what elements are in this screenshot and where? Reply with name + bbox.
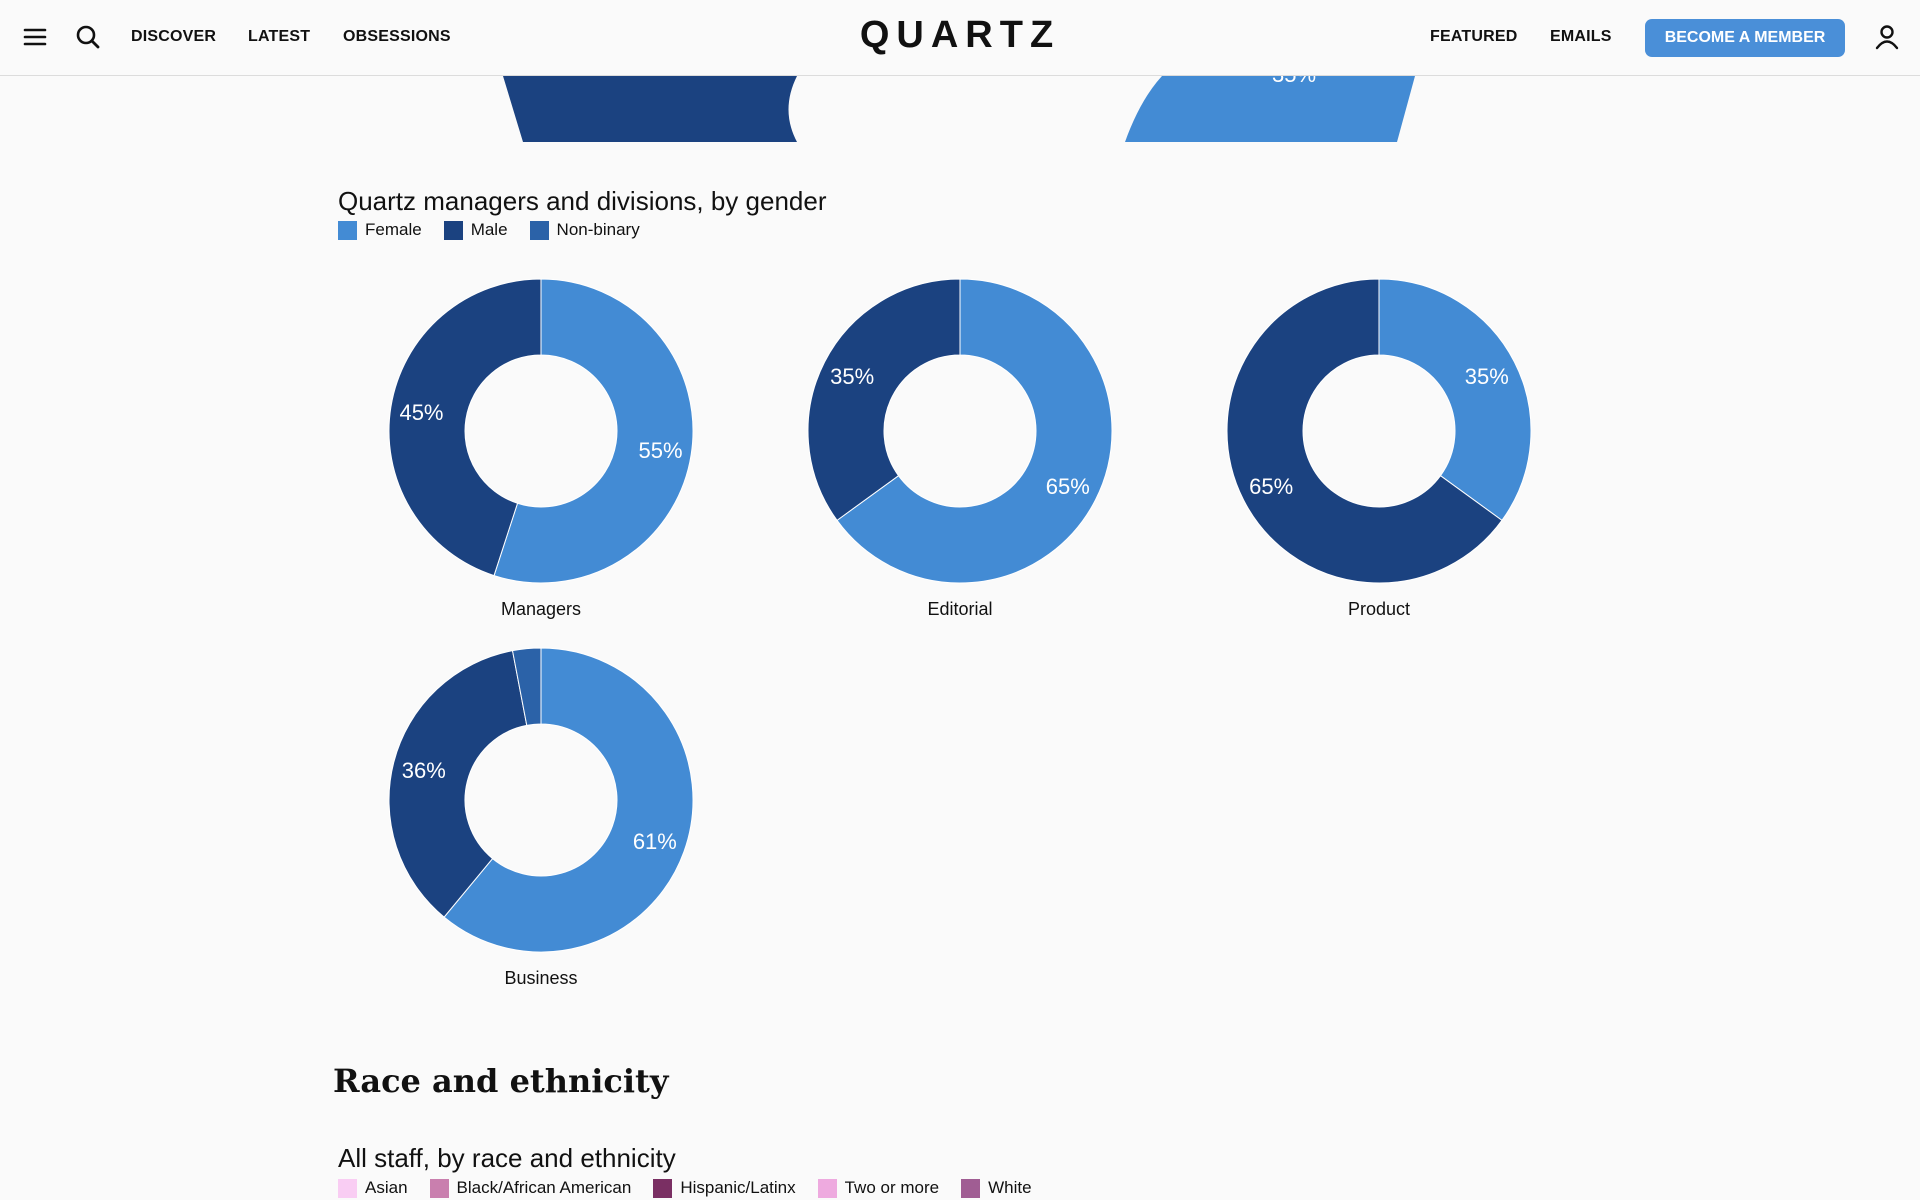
slice-managers-female[interactable]	[493, 278, 694, 584]
legend-item-two-or-more: Two or more	[817, 1178, 940, 1198]
legend-swatch-asian	[338, 1178, 357, 1198]
legend-swatch-hispanic-latinx	[653, 1178, 673, 1198]
slice-editorial-female[interactable]	[836, 278, 1113, 584]
menu-icon[interactable]	[20, 22, 50, 52]
nav-link-featured[interactable]: FEATURED	[1430, 28, 1518, 45]
slice-product-male[interactable]	[1226, 278, 1503, 584]
legend-label-black-african-american: Black/African American	[456, 1178, 632, 1197]
prev-chart-female-slice	[1125, 76, 1415, 142]
nav-link-obsessions[interactable]: OBSESSIONS	[343, 28, 451, 45]
legend-swatch-white	[961, 1178, 981, 1198]
legend-item-hispanic-latinx: Hispanic/Latinx	[653, 1178, 796, 1198]
race-ethnicity-heading: Race and ethnicity	[333, 1062, 669, 1100]
slice-product-female[interactable]	[1378, 278, 1532, 522]
search-icon[interactable]	[73, 22, 103, 52]
legend-item-asian: Asian	[338, 1178, 408, 1198]
legend-item-male: Male	[443, 220, 508, 240]
donut-product: 35% 65% Product	[1226, 278, 1532, 619]
slice-editorial-male[interactable]	[807, 278, 961, 522]
legend-label-white: White	[988, 1178, 1032, 1197]
top-navigation-bar: DISCOVER LATEST OBSESSIONS QUARTZ FEATUR…	[0, 0, 1920, 76]
slice-label-managers-female: 55%	[638, 438, 682, 463]
legend-swatch-black-african-american	[429, 1178, 449, 1198]
legend-label-asian: Asian	[365, 1178, 408, 1197]
legend-swatch-male	[443, 220, 463, 240]
prev-chart-partial-label: 35%	[1272, 76, 1316, 87]
donut-editorial: 65% 35% Editorial	[807, 278, 1113, 619]
previous-chart-partial: 35%	[503, 76, 1415, 142]
donut-label-product: Product	[1348, 599, 1410, 619]
legend-label-male: Male	[470, 220, 508, 239]
slice-label-editorial-male: 35%	[830, 364, 874, 389]
legend-swatch-two-or-more	[817, 1178, 837, 1198]
become-member-button[interactable]: BECOME A MEMBER	[1645, 19, 1845, 57]
legend-label-non-binary: Non-binary	[556, 220, 640, 239]
legend-label-two-or-more: Two or more	[844, 1178, 940, 1197]
slice-label-product-male: 65%	[1249, 474, 1293, 499]
slice-business-male[interactable]	[388, 650, 528, 918]
gender-chart-title: Quartz managers and divisions, by gender	[338, 186, 827, 216]
slice-business-non-binary[interactable]	[511, 647, 542, 726]
legend-label-hispanic-latinx: Hispanic/Latinx	[680, 1178, 796, 1197]
race-chart-legend: Asian Black/African American Hispanic/Lati…	[338, 1178, 1054, 1198]
donut-business: 61% 36% Business	[388, 647, 694, 988]
slice-label-editorial-female: 65%	[1046, 474, 1090, 499]
donut-label-managers: Managers	[501, 599, 581, 619]
slice-business-female[interactable]	[443, 647, 694, 953]
race-chart-title: All staff, by race and ethnicity	[338, 1143, 676, 1173]
donut-managers: 55% 45% Managers	[388, 278, 694, 619]
quartz-logo[interactable]: QUARTZ	[859, 14, 1061, 56]
legend-item-non-binary: Non-binary	[529, 220, 640, 240]
donut-label-editorial: Editorial	[927, 599, 992, 619]
user-icon[interactable]	[1872, 22, 1902, 52]
slice-label-product-female: 35%	[1465, 364, 1509, 389]
nav-link-emails[interactable]: EMAILS	[1550, 28, 1612, 45]
slice-label-managers-male: 45%	[399, 400, 443, 425]
slice-managers-male[interactable]	[388, 278, 542, 577]
gender-chart-legend: Female Male Non-binary	[338, 220, 662, 240]
legend-item-white: White	[961, 1178, 1032, 1198]
legend-label-female: Female	[365, 220, 422, 239]
legend-swatch-female	[338, 220, 357, 240]
legend-item-female: Female	[338, 220, 422, 240]
donut-label-business: Business	[504, 968, 577, 988]
slice-label-business-male: 36%	[402, 758, 446, 783]
legend-item-black-african-american: Black/African American	[429, 1178, 632, 1198]
prev-chart-male-slice	[503, 76, 797, 142]
slice-label-business-female: 61%	[633, 829, 677, 854]
nav-link-latest[interactable]: LATEST	[248, 28, 311, 45]
nav-link-discover[interactable]: DISCOVER	[131, 28, 217, 45]
legend-swatch-non-binary	[529, 220, 549, 240]
